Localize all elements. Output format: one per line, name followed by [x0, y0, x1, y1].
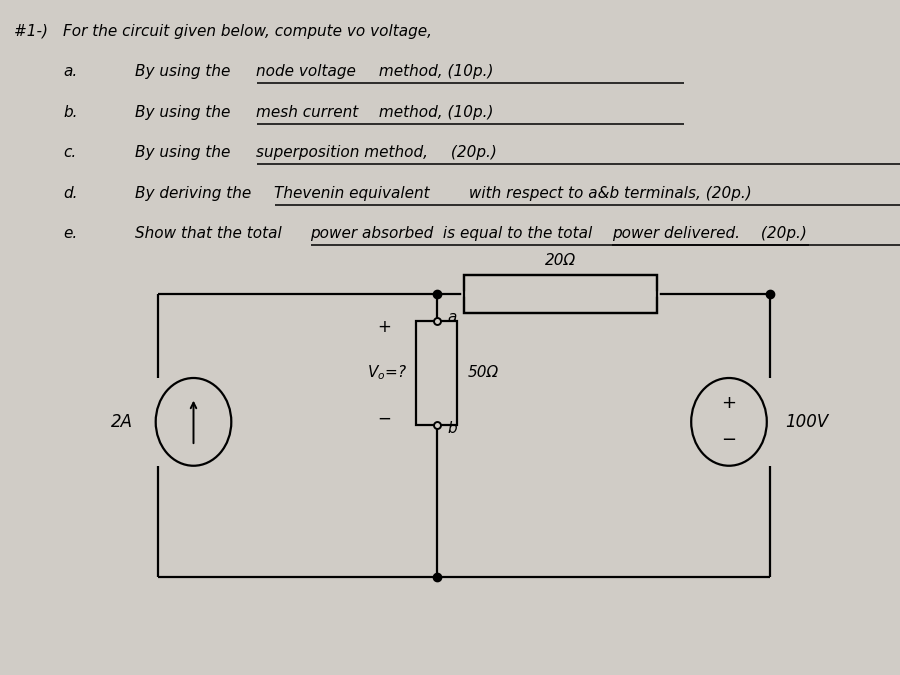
Text: b.: b.	[63, 105, 77, 119]
Text: d.: d.	[63, 186, 77, 200]
Text: +: +	[377, 319, 392, 336]
Text: b: b	[447, 421, 457, 436]
Text: By using the: By using the	[135, 105, 235, 119]
Text: mesh current: mesh current	[256, 105, 359, 119]
Text: node voltage: node voltage	[256, 64, 356, 79]
Ellipse shape	[156, 378, 231, 466]
Text: c.: c.	[63, 145, 76, 160]
Text: a.: a.	[63, 64, 77, 79]
Text: #1-): #1-)	[14, 24, 58, 38]
Text: $V_o$=?: $V_o$=?	[367, 364, 407, 382]
Text: is equal to the total: is equal to the total	[438, 226, 598, 241]
Text: 50Ω: 50Ω	[468, 365, 500, 381]
Text: with respect to a&b terminals, (20p.): with respect to a&b terminals, (20p.)	[464, 186, 752, 200]
Bar	[464, 275, 657, 313]
Text: By deriving the: By deriving the	[135, 186, 256, 200]
Text: −: −	[377, 410, 392, 427]
Text: a: a	[447, 310, 456, 325]
Text: method, (10p.): method, (10p.)	[374, 64, 493, 79]
Text: +: +	[722, 394, 736, 412]
Text: Thevenin equivalent: Thevenin equivalent	[274, 186, 430, 200]
Ellipse shape	[691, 378, 767, 466]
Text: method, (10p.): method, (10p.)	[374, 105, 493, 119]
Bar	[464, 275, 657, 313]
Text: −: −	[722, 431, 736, 450]
Text: 100V: 100V	[785, 413, 828, 431]
Text: For the circuit given below, compute vo voltage,: For the circuit given below, compute vo …	[63, 24, 432, 38]
Text: (20p.): (20p.)	[446, 145, 497, 160]
Text: superposition method,: superposition method,	[256, 145, 428, 160]
Text: e.: e.	[63, 226, 77, 241]
Text: 20Ω: 20Ω	[544, 253, 576, 268]
Text: 2A: 2A	[112, 413, 133, 431]
Bar	[416, 321, 457, 425]
Text: (20p.): (20p.)	[756, 226, 807, 241]
Text: power absorbed: power absorbed	[310, 226, 434, 241]
Text: Show that the total: Show that the total	[135, 226, 286, 241]
Text: By using the: By using the	[135, 64, 235, 79]
Text: power delivered.: power delivered.	[612, 226, 740, 241]
Text: By using the: By using the	[135, 145, 235, 160]
